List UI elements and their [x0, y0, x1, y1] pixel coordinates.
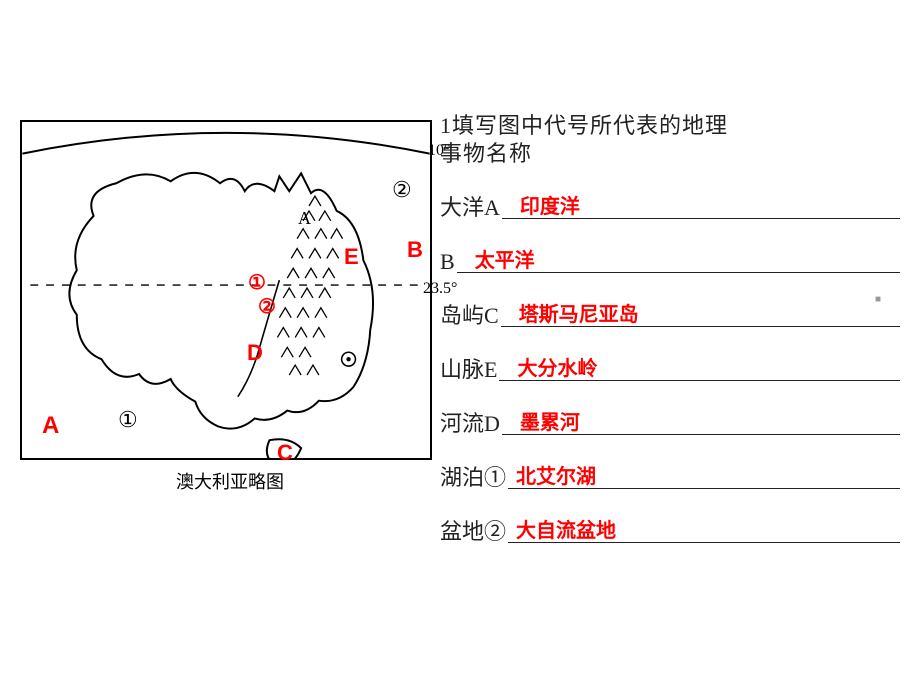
map-label-a-black: A — [298, 208, 311, 229]
answer-text: 北艾尔湖 — [516, 467, 596, 487]
underline: 太平洋 — [457, 245, 900, 273]
map-ocean-2: ② — [392, 177, 412, 203]
answer-row: 山脉E 大分水岭 — [440, 353, 900, 381]
map-caption: 澳大利亚略图 — [20, 468, 440, 494]
answer-text: 塔斯马尼亚岛 — [519, 305, 639, 325]
overlay-circ2: ② — [258, 294, 276, 319]
bullet-icon: ■ — [875, 295, 881, 305]
underline: 塔斯马尼亚岛 — [501, 299, 900, 327]
answer-row: 湖泊① 北艾尔湖 — [440, 461, 900, 489]
row-label: 大洋A — [440, 197, 500, 219]
overlay-e: E — [344, 244, 359, 270]
answer-row: 岛屿C 塔斯马尼亚岛 — [440, 299, 900, 327]
underline: 墨累河 — [502, 407, 900, 435]
row-label: 山脉E — [440, 359, 497, 381]
underline: 北艾尔湖 — [508, 461, 900, 489]
answer-text: 太平洋 — [475, 251, 535, 271]
row-label: 河流D — [440, 413, 500, 435]
answer-row: 河流D 墨累河 — [440, 407, 900, 435]
australia-map-svg — [22, 122, 430, 458]
answer-text: 大分水岭 — [517, 359, 597, 379]
question-title-line1: 1填写图中代号所代表的地理 — [440, 115, 900, 137]
answer-text: 墨累河 — [520, 413, 580, 433]
row-label: B — [440, 251, 455, 273]
underline: 大分水岭 — [499, 353, 900, 381]
answer-row: 大洋A 印度洋 — [440, 191, 900, 219]
overlay-b: B — [407, 237, 423, 263]
map-ocean-1: ① — [118, 407, 138, 433]
underline: 大自流盆地 — [508, 515, 900, 543]
answers-column: 1填写图中代号所代表的地理 事物名称 大洋A 印度洋 B 太平洋 岛屿C 塔斯马… — [440, 115, 900, 543]
slide-container: A ① ② A B C D E ① ② 10° 23.5° 澳大利亚略图 1填写… — [0, 0, 920, 690]
answer-row: 盆地② 大自流盆地 — [440, 515, 900, 543]
overlay-circ1: ① — [248, 270, 266, 295]
answer-row: B 太平洋 — [440, 245, 900, 273]
map-column: A ① ② A B C D E ① ② 10° 23.5° 澳大利亚略图 — [20, 120, 440, 494]
answer-text: 印度洋 — [520, 197, 580, 217]
overlay-a: A — [42, 412, 59, 440]
map-frame: A ① ② A B C D E ① ② — [20, 120, 432, 460]
row-label: 岛屿C — [440, 305, 499, 327]
overlay-c: C — [277, 440, 293, 466]
underline: 印度洋 — [502, 191, 900, 219]
question-title-line2: 事物名称 — [440, 143, 900, 165]
row-label: 盆地② — [440, 521, 506, 543]
row-label: 湖泊① — [440, 467, 506, 489]
answer-text: 大自流盆地 — [516, 521, 616, 541]
overlay-d: D — [247, 340, 263, 366]
